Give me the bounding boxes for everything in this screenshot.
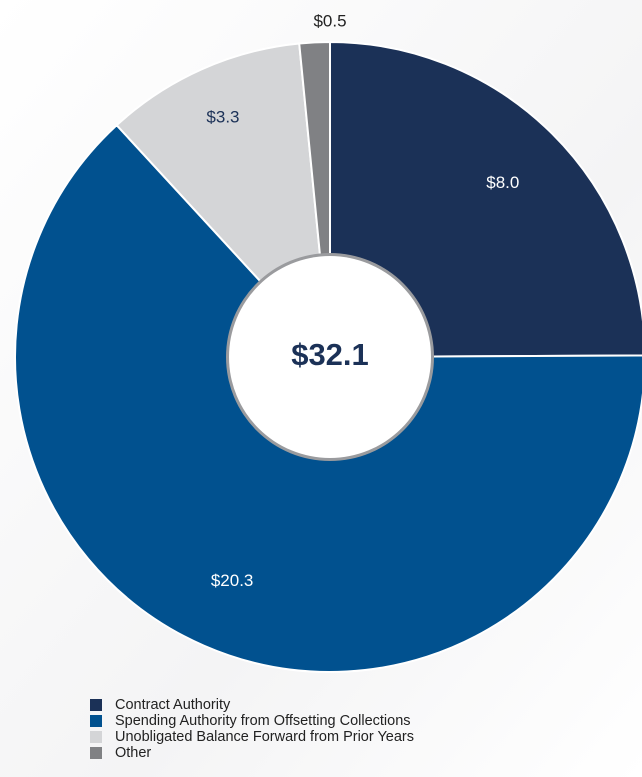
value-label: $0.5: [313, 11, 346, 30]
legend-label: Other: [115, 745, 151, 761]
value-label: $8.0: [486, 173, 519, 192]
center-hole: [229, 256, 431, 458]
legend-swatch: [90, 715, 102, 727]
value-label: $20.3: [211, 571, 254, 590]
legend-label: Unobligated Balance Forward from Prior Y…: [115, 729, 414, 745]
legend-label: Spending Authority from Offsetting Colle…: [115, 713, 411, 729]
legend-swatch: [90, 747, 102, 759]
value-labels: $8.0 $20.3 $3.3 $0.5: [206, 11, 519, 590]
value-label: $3.3: [206, 107, 239, 126]
legend-swatch: [90, 699, 102, 711]
legend-label: Contract Authority: [115, 697, 231, 713]
legend-swatch: [90, 731, 102, 743]
slice: [329, 40, 642, 359]
center-label: $32.1: [291, 337, 369, 372]
